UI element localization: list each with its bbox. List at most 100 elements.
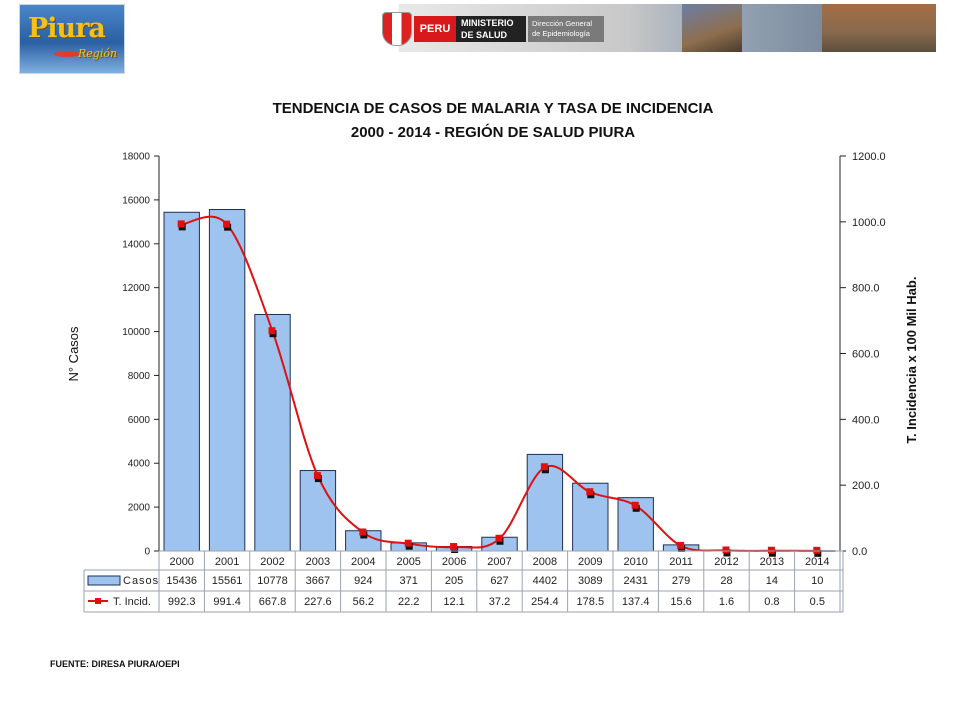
- ministry-line-2: DE SALUD: [461, 30, 508, 40]
- table-year-label: 2014: [805, 556, 829, 568]
- marker-incid-2007: [495, 534, 503, 542]
- table-cell: 667.8: [259, 596, 287, 608]
- left-tick-label: 12000: [122, 283, 150, 294]
- table-cell: 12.1: [443, 596, 464, 608]
- banner-photo-1: [682, 4, 742, 52]
- table-year-label: 2004: [351, 556, 375, 568]
- bar-casos-2008: [526, 453, 564, 552]
- table-cell: 279: [672, 575, 690, 587]
- right-tick-label: 1000.0: [852, 217, 886, 229]
- marker-incid-2010: [631, 501, 639, 509]
- right-axis-label: T. Incidencia x 100 Mil Hab.: [904, 277, 919, 444]
- legend-key-casos: [87, 575, 121, 586]
- table-year-label: 2000: [169, 556, 193, 568]
- right-tick-label: 600.0: [852, 349, 880, 361]
- table-cell: 924: [354, 575, 372, 587]
- left-tick-label: 4000: [128, 459, 151, 470]
- table-cell: 227.6: [304, 596, 332, 608]
- right-tick-label: 400.0: [852, 414, 880, 426]
- marker-incid-2001: [223, 220, 231, 228]
- table-year-label: 2005: [396, 556, 420, 568]
- left-tick-label: 10000: [122, 327, 150, 338]
- table-cell: 0.5: [810, 596, 825, 608]
- table-cell: 371: [400, 575, 418, 587]
- legend-key-incid-marker: [95, 598, 101, 604]
- marker-incid-2009: [586, 488, 594, 496]
- table-row-label-incid: T. Incid.: [113, 596, 151, 608]
- marker-incid-2003: [313, 472, 321, 480]
- table-year-label: 2007: [487, 556, 511, 568]
- table-cell: 3089: [578, 575, 602, 587]
- table-year-label: 2006: [442, 556, 466, 568]
- marker-incid-2000: [177, 220, 185, 228]
- table-cell: 137.4: [622, 596, 650, 608]
- ministry-label: MINISTERIO DE SALUD: [456, 16, 526, 42]
- right-tick-label: 0.0: [852, 546, 867, 558]
- ministry-banner: PERU MINISTERIO DE SALUD Dirección Gener…: [376, 4, 936, 52]
- right-tick-label: 1200.0: [852, 151, 886, 163]
- office-label: Dirección General de Epidemiología: [528, 16, 604, 42]
- right-tick-label: 200.0: [852, 480, 880, 492]
- left-tick-label: 8000: [128, 371, 151, 382]
- table-cell: 10: [811, 575, 823, 587]
- left-tick-label: 16000: [122, 195, 150, 206]
- left-tick-label: 18000: [122, 152, 150, 163]
- table-cell: 15436: [166, 575, 197, 587]
- logo-swoosh: [54, 51, 80, 57]
- table-year-label: 2012: [714, 556, 738, 568]
- table-cell: 627: [490, 575, 508, 587]
- coat-of-arms-icon: [382, 12, 412, 46]
- table-cell: 205: [445, 575, 463, 587]
- marker-incid-2011: [677, 541, 685, 549]
- table-cell: 254.4: [531, 596, 559, 608]
- marker-incid-2006: [450, 543, 458, 551]
- piura-region-logo: Piura Región: [19, 4, 125, 74]
- table-cell: 14: [766, 575, 778, 587]
- marker-incid-2005: [404, 539, 412, 547]
- table-cell: 991.4: [213, 596, 241, 608]
- ministry-line-1: MINISTERIO: [461, 18, 514, 28]
- table-year-label: 2008: [533, 556, 557, 568]
- marker-incid-2008: [540, 463, 548, 471]
- table-cell: 2431: [623, 575, 647, 587]
- table-cell: 992.3: [168, 596, 196, 608]
- banner-photo-2: [822, 4, 936, 52]
- chart-subtitle: 2000 - 2014 - REGIÓN DE SALUD PIURA: [350, 124, 636, 141]
- office-line-1: Dirección General: [532, 19, 593, 28]
- marker-incid-2014: [813, 546, 821, 554]
- left-tick-label: 14000: [122, 239, 150, 250]
- table-cell: 3667: [306, 575, 330, 587]
- table-cell: 15.6: [670, 596, 691, 608]
- table-cell: 15561: [212, 575, 243, 587]
- bar-casos-2001: [208, 209, 246, 552]
- table-year-label: 2011: [669, 556, 693, 568]
- chart-title: TENDENCIA DE CASOS DE MALARIA Y TASA DE …: [272, 100, 714, 117]
- marker-incid-2012: [722, 546, 730, 554]
- table-cell: 37.2: [489, 596, 510, 608]
- table-cell: 28: [720, 575, 732, 587]
- left-tick-label: 0: [144, 547, 150, 558]
- peru-label: PERU: [414, 16, 456, 42]
- table-cell: 10778: [257, 575, 288, 587]
- table-cell: 178.5: [577, 596, 605, 608]
- right-tick-label: 800.0: [852, 283, 880, 295]
- left-tick-label: 2000: [128, 503, 151, 514]
- logo-subtitle: Región: [78, 47, 118, 60]
- bar-casos-2002: [254, 313, 291, 552]
- marker-incid-2002: [268, 327, 276, 335]
- marker-incid-2004: [359, 528, 367, 536]
- table-year-label: 2001: [215, 556, 239, 568]
- office-line-2: de Epidemiología: [532, 29, 590, 38]
- logo-name: Piura: [28, 13, 106, 44]
- table-year-label: 2013: [760, 556, 784, 568]
- table-year-label: 2002: [260, 556, 284, 568]
- source-note: FUENTE: DIRESA PIURA/OEPI: [50, 659, 180, 669]
- bar-casos-2000: [163, 211, 200, 552]
- table-cell: 56.2: [353, 596, 374, 608]
- marker-incid-2013: [767, 546, 775, 554]
- table-year-label: 2009: [578, 556, 602, 568]
- bar-casos-2003: [299, 470, 337, 552]
- left-tick-label: 6000: [128, 415, 151, 426]
- table-cell: 1.6: [719, 596, 734, 608]
